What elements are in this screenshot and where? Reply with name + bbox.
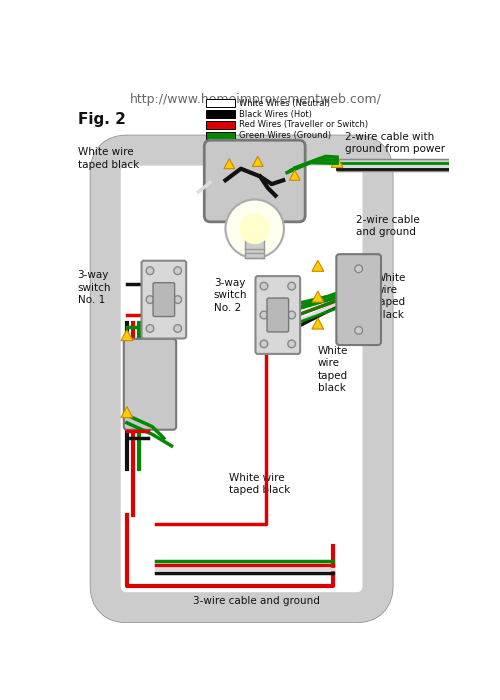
Text: 3-way
switch
No. 1: 3-way switch No. 1 bbox=[78, 270, 111, 305]
FancyBboxPatch shape bbox=[120, 166, 362, 592]
Circle shape bbox=[355, 265, 362, 273]
Polygon shape bbox=[312, 291, 324, 302]
Polygon shape bbox=[121, 330, 133, 341]
Text: Green Wires (Ground): Green Wires (Ground) bbox=[238, 131, 330, 140]
Bar bbox=[206, 99, 236, 107]
FancyBboxPatch shape bbox=[142, 260, 186, 339]
Polygon shape bbox=[290, 170, 300, 180]
Circle shape bbox=[226, 199, 284, 258]
Polygon shape bbox=[252, 156, 263, 167]
Circle shape bbox=[174, 267, 182, 274]
Text: http://www.homeimprovementweb.com/: http://www.homeimprovementweb.com/ bbox=[130, 93, 382, 106]
Bar bbox=[206, 132, 236, 139]
Polygon shape bbox=[312, 318, 324, 329]
Text: 3-way
switch
No. 2: 3-way switch No. 2 bbox=[214, 278, 248, 313]
Circle shape bbox=[240, 214, 270, 244]
Bar bbox=[206, 110, 236, 118]
Circle shape bbox=[260, 311, 268, 319]
Circle shape bbox=[174, 325, 182, 332]
FancyBboxPatch shape bbox=[336, 254, 381, 345]
Polygon shape bbox=[331, 156, 343, 167]
Text: White
wire
taped
black: White wire taped black bbox=[376, 272, 406, 320]
Circle shape bbox=[260, 340, 268, 348]
Text: 2-wire cable
and ground: 2-wire cable and ground bbox=[356, 215, 420, 237]
Circle shape bbox=[260, 282, 268, 290]
FancyBboxPatch shape bbox=[256, 276, 300, 354]
Text: White Wires (Neutral): White Wires (Neutral) bbox=[238, 99, 330, 108]
Text: White wire
taped black: White wire taped black bbox=[78, 147, 139, 169]
Text: Fig. 2: Fig. 2 bbox=[78, 112, 126, 127]
Circle shape bbox=[288, 340, 296, 348]
Text: White wire
taped black: White wire taped black bbox=[230, 473, 290, 496]
Text: 3-wire cable and ground: 3-wire cable and ground bbox=[193, 596, 320, 606]
Text: White
wire
taped
black: White wire taped black bbox=[318, 346, 348, 393]
Circle shape bbox=[146, 295, 154, 304]
Circle shape bbox=[288, 311, 296, 319]
Circle shape bbox=[288, 282, 296, 290]
Circle shape bbox=[146, 325, 154, 332]
Polygon shape bbox=[312, 260, 324, 272]
FancyBboxPatch shape bbox=[124, 339, 176, 430]
Polygon shape bbox=[224, 159, 234, 169]
Circle shape bbox=[355, 326, 362, 335]
Circle shape bbox=[174, 295, 182, 304]
FancyBboxPatch shape bbox=[267, 298, 288, 332]
Bar bbox=[206, 121, 236, 129]
Text: Black Wires (Hot): Black Wires (Hot) bbox=[238, 109, 312, 118]
Circle shape bbox=[146, 267, 154, 274]
Text: Red Wires (Traveller or Switch): Red Wires (Traveller or Switch) bbox=[238, 120, 368, 130]
Text: 2-wire cable with
ground from power
source: 2-wire cable with ground from power sour… bbox=[345, 132, 445, 167]
Bar bbox=[246, 235, 264, 258]
Bar bbox=[337, 159, 449, 171]
FancyBboxPatch shape bbox=[153, 283, 174, 316]
Polygon shape bbox=[121, 407, 133, 418]
FancyBboxPatch shape bbox=[204, 140, 305, 222]
